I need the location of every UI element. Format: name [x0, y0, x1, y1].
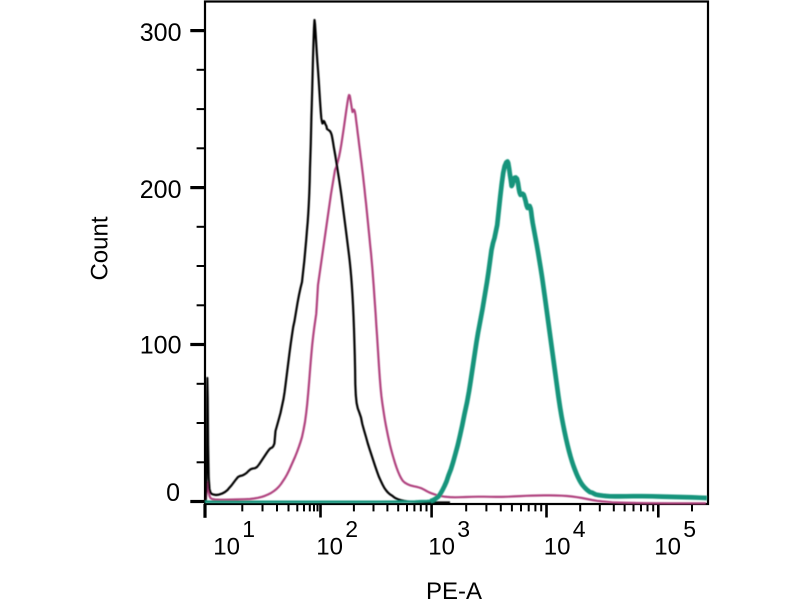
svg-text:0: 0: [166, 479, 180, 507]
svg-text:10: 10: [654, 534, 681, 561]
svg-text:Count: Count: [87, 216, 114, 280]
svg-text:4: 4: [573, 516, 586, 542]
svg-text:1: 1: [242, 516, 255, 542]
svg-text:10: 10: [213, 534, 240, 561]
svg-text:100: 100: [140, 332, 182, 360]
svg-text:PE-A: PE-A: [426, 578, 482, 600]
svg-text:10: 10: [544, 534, 571, 561]
svg-text:300: 300: [140, 19, 182, 47]
svg-text:5: 5: [683, 516, 696, 542]
svg-text:10: 10: [428, 534, 455, 561]
svg-text:3: 3: [457, 516, 470, 542]
svg-text:2: 2: [345, 516, 358, 542]
svg-text:10: 10: [316, 534, 343, 561]
svg-text:200: 200: [140, 176, 182, 204]
